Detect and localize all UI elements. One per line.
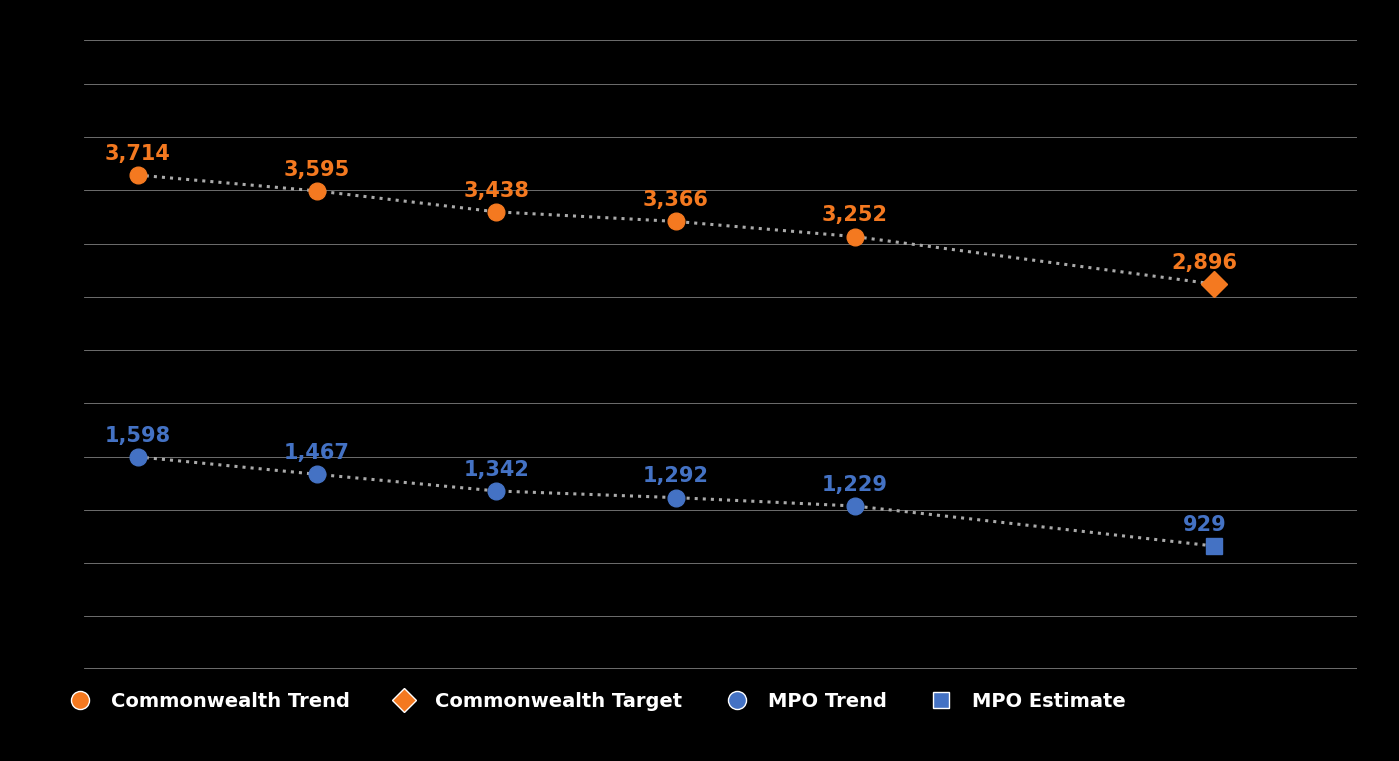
Text: 3,714: 3,714	[105, 144, 171, 164]
Text: 3,438: 3,438	[463, 180, 529, 200]
Text: 3,366: 3,366	[642, 190, 709, 210]
Text: 1,598: 1,598	[105, 425, 171, 445]
Text: 1,229: 1,229	[823, 475, 888, 495]
Text: 2,896: 2,896	[1171, 253, 1238, 272]
Text: 1,292: 1,292	[642, 466, 709, 486]
Text: 929: 929	[1182, 514, 1227, 535]
Text: 3,595: 3,595	[284, 160, 350, 180]
Text: 3,252: 3,252	[823, 205, 888, 225]
Text: 1,342: 1,342	[463, 460, 529, 479]
Text: 1,467: 1,467	[284, 443, 350, 463]
Legend: Commonwealth Trend, Commonwealth Target, MPO Trend, MPO Estimate: Commonwealth Trend, Commonwealth Target,…	[60, 692, 1126, 711]
